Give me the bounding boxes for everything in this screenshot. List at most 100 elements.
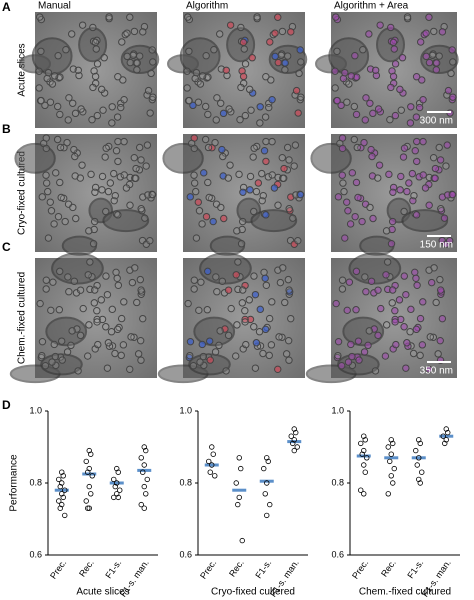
vesicle [352,178,361,187]
vesicle [284,275,293,284]
vesicle [190,171,198,179]
vesicle [258,169,266,178]
vesicle [141,214,149,222]
vesicle [127,333,135,341]
vesicle [338,285,347,293]
vesicle [383,258,392,266]
vesicle [183,84,191,92]
y-tick-label: 0.8 [179,477,192,487]
vesicle [332,13,340,21]
vesicle [294,236,302,245]
vesicle [367,277,376,285]
vesicle [397,106,406,114]
vesicle [64,273,72,281]
vesicle [344,358,353,366]
vesicle [250,144,258,152]
data-point [235,501,241,508]
vesicle [192,187,200,196]
vesicle [58,356,66,364]
vesicle [239,38,248,47]
vesicle [333,96,341,105]
micrograph [19,12,160,128]
data-point [361,433,367,439]
vesicle [202,212,211,221]
data-point [359,451,365,457]
vesicle [391,111,400,120]
vesicle [219,152,227,161]
data-point [62,512,68,519]
vesicle [104,339,113,347]
vesicle [387,83,395,92]
vesicle [425,365,433,374]
vesicle [348,169,357,177]
y-tick-label: 0.6 [179,549,192,559]
vesicle [84,352,92,360]
vesicle [444,86,453,95]
vesicle [422,29,430,37]
vesicle [389,188,397,196]
vesicle [391,60,400,68]
vesicle [107,328,116,336]
vesicle [388,225,396,234]
data-point [141,505,147,511]
vesicle [98,186,106,194]
vesicle [38,193,46,201]
vesicle [78,21,87,29]
vesicle [256,119,264,127]
vesicle [93,307,101,315]
data-point [236,494,242,501]
vesicle [198,340,206,349]
vesicle [390,45,398,53]
data-point [290,440,296,447]
vesicle [240,45,248,53]
vesicle [412,157,421,166]
vesicle [201,102,210,111]
vesicle [202,52,210,60]
vesicle [97,296,105,304]
vesicle [398,54,407,62]
vesicle [225,105,233,113]
vesicle [146,236,154,245]
data-point [59,501,65,508]
vesicle [120,137,128,146]
vesicle [241,318,249,326]
vesicle [233,227,241,235]
vesicle [241,111,250,120]
data-point [264,480,270,486]
data-point [62,487,68,493]
vesicle [44,68,53,77]
vesicle [122,184,131,192]
vesicle [198,220,206,228]
vesicle [78,161,86,169]
vesicle [120,95,128,104]
data-point [385,491,391,497]
vesicle [133,298,141,307]
vesicle [405,179,413,187]
vesicle [57,193,65,202]
data-point [388,473,394,479]
vesicle [56,178,64,187]
vesicle [56,143,65,152]
x-tick-label: Prec. [198,558,218,581]
vesicle [377,304,385,313]
data-point [206,458,212,465]
vesicle [199,72,207,80]
vesicle [445,236,454,245]
vesicle [100,54,108,62]
vesicle [117,351,125,360]
data-point [291,447,297,454]
vesicle [237,83,245,92]
data-point [291,426,297,432]
data-point [86,483,92,490]
vesicle [204,178,212,187]
vesicle [68,30,76,38]
data-point [143,447,149,454]
vesicle [137,205,145,213]
vesicle [238,225,246,234]
vesicle [226,21,235,29]
vesicle [54,52,62,60]
vesicle [261,325,270,334]
vesicle [407,305,415,314]
data-point [362,469,368,475]
vesicle [253,13,261,21]
